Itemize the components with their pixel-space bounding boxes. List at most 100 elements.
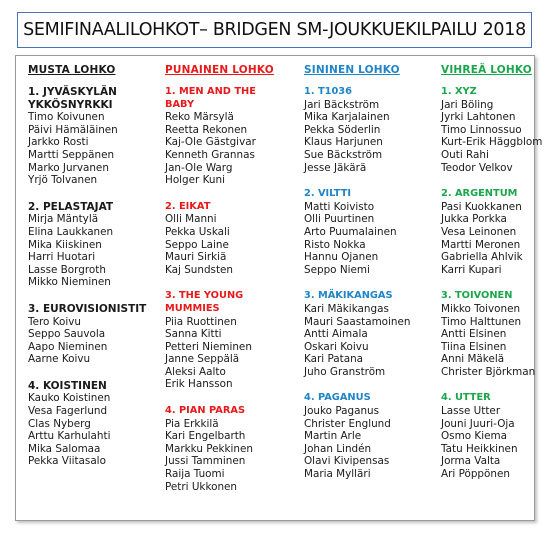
player-name: Harri Huotari [28, 251, 96, 264]
team-group: 1. T1036 Jari Bäckström Mika Karjalainen Pe… [304, 86, 442, 174]
team-name: 2. PELASTAJAT [28, 200, 114, 213]
player-name: Elina Laukkanen [28, 225, 114, 238]
team-name: 1. MEN AND THE BABY [165, 86, 256, 110]
team-group: 4. PIAN PARAS Pia Erkkilä Kari Engelbarth M… [165, 405, 303, 493]
player-name: Pia Erkkilä [165, 417, 219, 430]
player-name: Aarne Koivu [28, 353, 91, 366]
team-group: 2. VILTTI Matti Koivisto Olli Puurtinen Art… [304, 188, 442, 276]
column-3: VIHREÄ LOHKO 1. XYZ Jari Böling Jyrki Lahto… [441, 60, 550, 495]
player-name: Jorma Valta [441, 455, 501, 468]
player-name: Martin Arle [304, 430, 362, 443]
player-name: Kari Patana [304, 353, 364, 366]
player-name: Kenneth Grannas [165, 148, 255, 161]
player-name: Päivi Hämäläinen [28, 123, 118, 136]
player-name: Juho Granström [304, 365, 386, 378]
page-title: SEMIFINAALILOHKOT– BRIDGEN SM-JOUKKUEKIL… [23, 20, 526, 40]
team-name: 1. XYZ [441, 86, 477, 97]
groups-panel [15, 55, 535, 521]
player-name: Christer Björkman [441, 365, 536, 378]
player-name: Johan Lindén [304, 442, 372, 455]
player-name: Matti Koivisto [304, 200, 375, 213]
team-name: 2. ARGENTUM [441, 188, 518, 200]
player-name: Risto Nokka [304, 238, 366, 251]
player-name: Kaj-Ole Gästgivar [165, 136, 256, 149]
team-group: 1. JYVÄSKYLÄN YKKÖSNYRKKI Timo Koivunen Pä… [28, 86, 166, 187]
player-name: Arto Puumalainen [304, 225, 397, 238]
player-name: Seppo Laine [165, 238, 229, 251]
player-name: Olavi Kivipensas [304, 455, 390, 468]
player-name: Janne Seppälä [165, 353, 240, 366]
team-name: 3. THE YOUNG MUMMIES [165, 290, 244, 314]
player-name: Reko Märsylä [165, 111, 234, 124]
player-name: Lasse Utter [441, 405, 501, 418]
player-name: Kaj Sundsten [165, 263, 234, 276]
player-name: Sanna Kitti [165, 328, 222, 341]
column-header: SININEN LOHKO [304, 64, 400, 76]
player-name: Karri Kupari [441, 263, 502, 276]
player-name: Teodor Velkov [441, 161, 513, 174]
player-name: Timo Linnossuo [441, 123, 522, 136]
team-group: 1. XYZ Jari Böling Jyrki Lahtonen Timo Linn… [441, 86, 550, 174]
team-group: 2. EIKAT Olli Manni Pekka Uskali Seppo Lain… [165, 201, 303, 277]
team-name: 1. T1036 [304, 86, 352, 97]
player-name: Aleksi Aalto [165, 365, 226, 378]
player-name: Mika Karjalainen [304, 111, 390, 124]
player-name: Erik Hansson [165, 378, 233, 391]
player-name: Pasi Kuokkanen [441, 200, 522, 213]
team-group: 3. THE YOUNG MUMMIES Piia Ruottinen Sanna … [165, 290, 303, 391]
column-header: PUNAINEN LOHKO [165, 64, 274, 76]
player-name: Jouko Paganus [304, 405, 380, 418]
player-name: Anni Mäkelä [441, 353, 505, 366]
player-name: Mauri Sirkiä [165, 251, 227, 264]
player-name: Olli Manni [165, 213, 217, 226]
player-name: Seppo Niemi [304, 263, 370, 276]
player-name: Osmo Kiema [441, 430, 507, 443]
team-group: 4. PAGANUS Jouko Paganus Christer Englund M… [304, 392, 442, 480]
player-name: Mikko Nieminen [28, 276, 111, 289]
team-group: 3. MÄKIKANGAS Kari Mäkikangas Mauri Saasta… [304, 290, 442, 378]
column-2: SININEN LOHKO 1. T1036 Jari Bäckström Mika … [304, 60, 442, 495]
player-name: Jouni Juuri-Oja [441, 417, 515, 430]
team-group: 3. EUROVISIONISTIT Tero Koivu Seppo Sauvol… [28, 303, 166, 366]
player-name: Christer Englund [304, 417, 391, 430]
player-name: Jyrki Lahtonen [441, 111, 516, 124]
team-name: 3. EUROVISIONISTIT [28, 302, 147, 315]
title-box: SEMIFINAALILOHKOT– BRIDGEN SM-JOUKKUEKIL… [17, 12, 532, 48]
team-group: 1. MEN AND THE BABY Reko Märsylä Reetta Re… [165, 86, 303, 187]
player-name: Mauri Saastamoinen [304, 315, 411, 328]
player-name: Clas Nyberg [28, 417, 91, 430]
player-name: Tatu Heikkinen [441, 442, 518, 455]
player-name: Kari Engelbarth [165, 430, 246, 443]
player-name: Petteri Nieminen [165, 340, 252, 353]
player-name: Martti Meronen [441, 238, 521, 251]
player-name: Jarkko Rosti [28, 136, 89, 149]
player-name: Yrjö Tolvanen [28, 174, 98, 187]
team-name: 4. KOISTINEN [28, 379, 107, 392]
player-name: Ari Pöppönen [441, 468, 510, 481]
player-name: Antti Elsinen [441, 328, 507, 341]
player-name: Mirja Mäntylä [28, 213, 99, 226]
player-name: Gabriella Ahlvik [441, 251, 523, 264]
player-name: Vesa Leinonen [441, 225, 517, 238]
player-name: Mika Kiiskinen [28, 238, 102, 251]
team-group: 4. UTTER Lasse Utter Jouni Juuri-Oja Osmo K… [441, 392, 550, 480]
player-name: Markku Pekkinen [165, 442, 253, 455]
player-name: Outi Rahi [441, 148, 489, 161]
player-name: Tero Koivu [28, 315, 81, 328]
player-name: Timo Koivunen [28, 111, 105, 124]
player-name: Jari Bäckström [304, 98, 380, 111]
player-name: Olli Puurtinen [304, 213, 375, 226]
player-name: Mika Salomaa [28, 442, 101, 455]
column-header: VIHREÄ LOHKO [441, 64, 532, 76]
player-name: Reetta Rekonen [165, 123, 248, 136]
player-name: Lasse Borgroth [28, 263, 106, 276]
team-group: 2. ARGENTUM Pasi Kuokkanen Jukka Porkka Ves… [441, 188, 550, 276]
player-name: Pekka Söderlin [304, 123, 381, 136]
player-name: Jan-Ole Warg [165, 161, 233, 174]
team-name: 2. VILTTI [304, 188, 352, 200]
team-name: 2. EIKAT [165, 200, 211, 212]
player-name: Timo Halttunen [441, 315, 522, 328]
player-name: Kauko Koistinen [28, 392, 111, 405]
team-group: 3. TOIVONEN Mikko Toivonen Timo Halttunen A… [441, 290, 550, 378]
player-name: Pekka Uskali [165, 225, 230, 238]
